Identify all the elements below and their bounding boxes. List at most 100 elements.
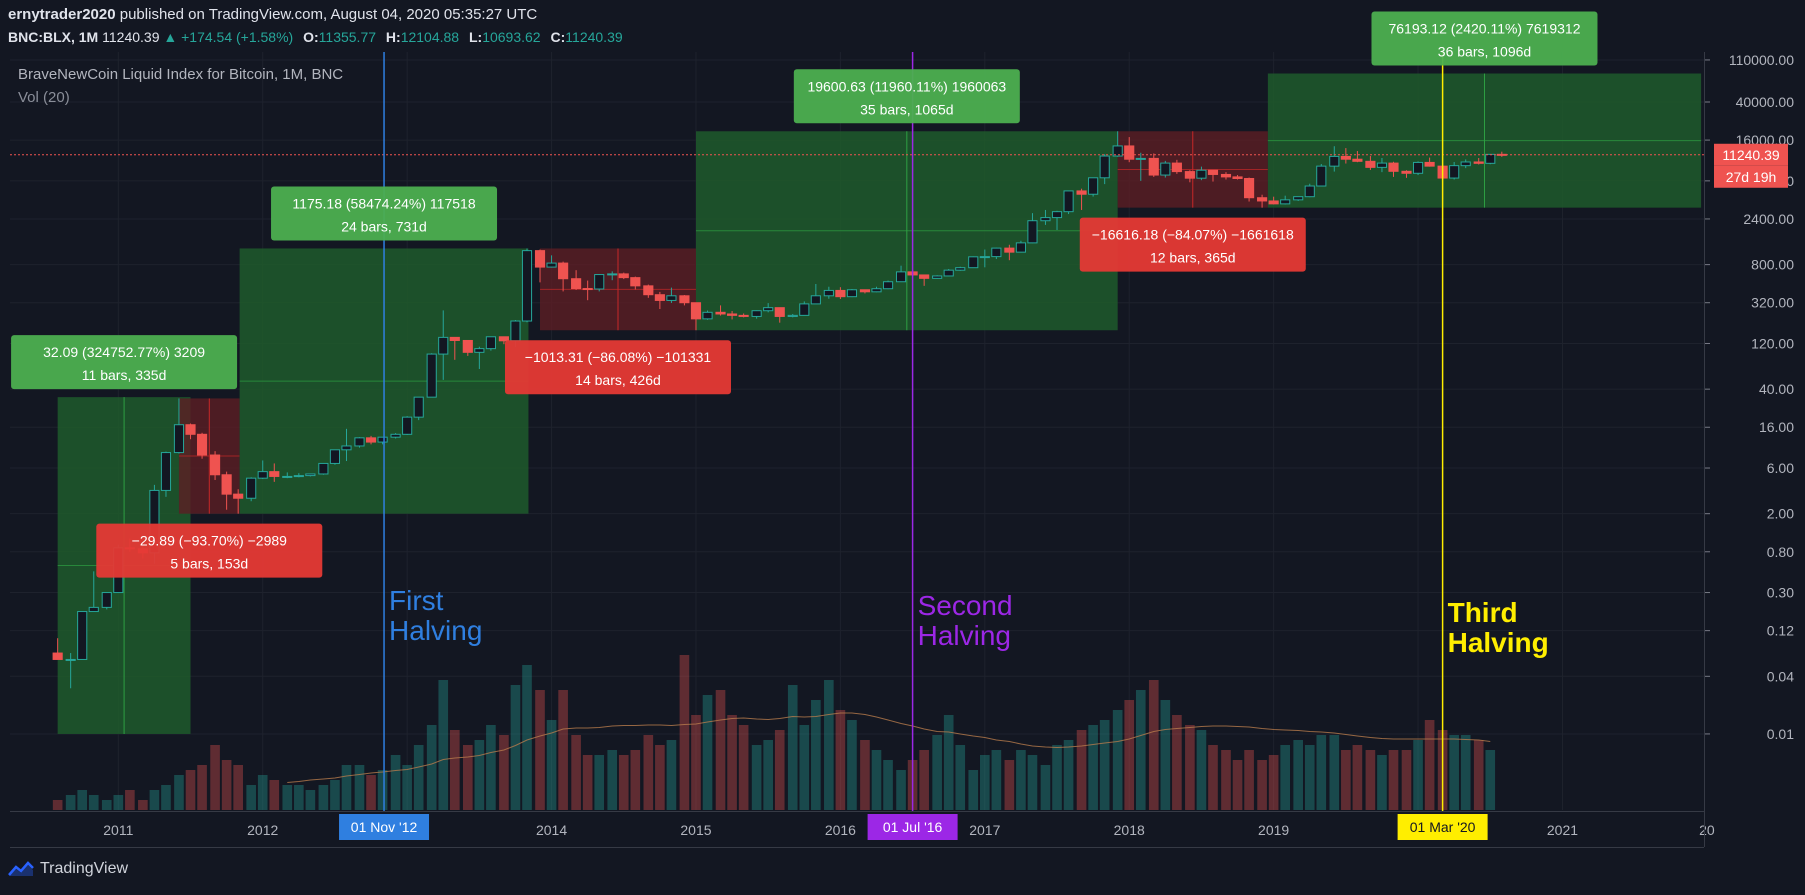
candle-up[interactable] [246, 477, 257, 499]
candle-up[interactable] [1376, 162, 1388, 168]
candle-up[interactable] [341, 445, 352, 451]
halving-date-tag[interactable] [339, 814, 430, 840]
candle-down[interactable] [1365, 160, 1376, 168]
candle-down[interactable] [919, 274, 930, 279]
candle-down[interactable] [1268, 200, 1279, 205]
candle-up[interactable] [438, 336, 449, 355]
candle-up[interactable] [293, 475, 304, 478]
candle-up[interactable] [1304, 185, 1315, 198]
candle-up[interactable] [968, 256, 979, 269]
candle-down[interactable] [185, 424, 196, 435]
candle-up[interactable] [1316, 165, 1327, 187]
candle-down[interactable] [1148, 157, 1159, 176]
candle-down[interactable] [630, 277, 641, 287]
candle-up[interactable] [751, 310, 762, 317]
candle-up[interactable] [377, 436, 388, 443]
candle-up[interactable] [1160, 162, 1171, 176]
candle-up[interactable] [871, 288, 882, 293]
candle-up[interactable] [1293, 196, 1304, 201]
candle-up[interactable] [1135, 157, 1146, 160]
candle-down[interactable] [1171, 162, 1182, 173]
candle-up[interactable] [1460, 161, 1471, 167]
candle-up[interactable] [1412, 161, 1424, 174]
candle-up[interactable] [702, 311, 713, 320]
candle-up[interactable] [846, 289, 858, 298]
last-price-tag[interactable] [1714, 143, 1788, 166]
candle-up[interactable] [521, 250, 533, 322]
candle-up[interactable] [594, 274, 605, 290]
range-label-box[interactable] [96, 523, 323, 578]
halving-date-tag[interactable] [1397, 814, 1488, 840]
candle-down[interactable] [558, 262, 569, 280]
candle-down[interactable] [221, 474, 232, 495]
candle-down[interactable] [1388, 162, 1399, 172]
candle-down[interactable] [498, 336, 509, 342]
candle-up[interactable] [485, 336, 496, 350]
candle-down[interactable] [1076, 190, 1087, 195]
candle-up[interactable] [1280, 199, 1291, 205]
candle-up[interactable] [305, 473, 316, 477]
candle-up[interactable] [546, 262, 557, 268]
candle-up[interactable] [1015, 242, 1026, 253]
candle-down[interactable] [571, 278, 582, 290]
candle-up[interactable] [932, 275, 943, 279]
candle-up[interactable] [1485, 153, 1496, 164]
candle-up[interactable] [101, 592, 112, 608]
candle-down[interactable] [233, 493, 244, 499]
candle-down[interactable] [1473, 161, 1484, 164]
candle-up[interactable] [823, 289, 834, 297]
candle-up[interactable] [787, 314, 798, 317]
candle-down[interactable] [1244, 178, 1255, 199]
candle-down[interactable] [643, 285, 654, 296]
candle-up[interactable] [413, 396, 424, 418]
author-name[interactable]: ernytrader2020 [8, 6, 116, 23]
candle-up[interactable] [799, 303, 810, 316]
candle-down[interactable] [582, 288, 593, 291]
candle-down[interactable] [859, 289, 871, 293]
candle-up[interactable] [173, 424, 185, 454]
candle-up[interactable] [810, 295, 821, 305]
halving-date-tag[interactable] [867, 814, 958, 840]
candle-up[interactable] [65, 658, 76, 661]
range-label-box[interactable] [504, 340, 731, 395]
candle-up[interactable] [1329, 155, 1340, 167]
candle-up[interactable] [1099, 155, 1110, 179]
tradingview-logo[interactable]: TradingView [8, 860, 128, 878]
candle-down[interactable] [52, 652, 63, 660]
candle-down[interactable] [1004, 247, 1015, 253]
candle-down[interactable] [1352, 158, 1363, 162]
candle-down[interactable] [1257, 197, 1268, 202]
candle-down[interactable] [462, 339, 473, 353]
candle-down[interactable] [197, 433, 208, 456]
candle-down[interactable] [654, 294, 665, 301]
candle-up[interactable] [77, 611, 88, 660]
candle-up[interactable] [943, 269, 954, 277]
candle-up[interactable] [1027, 220, 1038, 244]
candle-up[interactable] [474, 348, 485, 353]
candle-down[interactable] [715, 311, 726, 315]
candle-up[interactable] [607, 273, 618, 276]
candle-up[interactable] [763, 307, 774, 312]
candle-up[interactable] [1063, 190, 1074, 213]
candle-up[interactable] [329, 449, 341, 464]
candle-down[interactable] [1232, 176, 1243, 180]
volume-legend[interactable]: Vol (20) [18, 89, 70, 106]
candle-up[interactable] [282, 475, 293, 478]
candle-up[interactable] [1112, 145, 1123, 157]
candle-down[interactable] [690, 302, 702, 320]
candle-down[interactable] [1207, 169, 1219, 175]
candle-down[interactable] [1220, 173, 1232, 178]
candle-up[interactable] [955, 267, 966, 271]
candle-up[interactable] [1040, 217, 1051, 222]
candle-up[interactable] [1051, 211, 1063, 219]
candle-up[interactable] [426, 353, 437, 398]
candle-down[interactable] [365, 437, 377, 443]
candle-down[interactable] [727, 313, 738, 316]
candle-down[interactable] [269, 471, 280, 477]
range-label-box[interactable] [1079, 217, 1306, 272]
candle-up[interactable] [1449, 165, 1460, 179]
series-legend[interactable]: BraveNewCoin Liquid Index for Bitcoin, 1… [18, 66, 344, 83]
candle-up[interactable] [882, 281, 894, 290]
candle-down[interactable] [534, 250, 546, 268]
